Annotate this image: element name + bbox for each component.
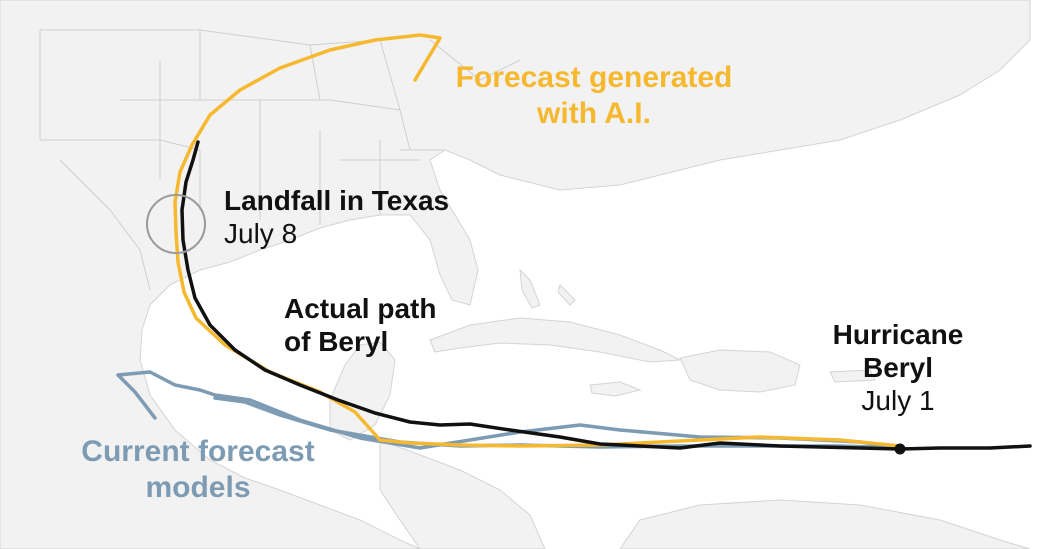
ai-forecast-label-line-2: with A.I. bbox=[537, 97, 651, 130]
hurricane-label-line-1: Hurricane bbox=[832, 319, 964, 350]
hurricane-label-line-2: Beryl bbox=[862, 352, 934, 384]
actual-path-label: Actual path of Beryl bbox=[284, 292, 436, 358]
hispaniola-land bbox=[679, 349, 801, 393]
central-america-land bbox=[379, 439, 546, 549]
current-models-label-line-1: Current forecast bbox=[81, 435, 315, 468]
ai-forecast-label-line-1: Forecast generated bbox=[455, 61, 733, 94]
puerto-rico-land bbox=[829, 369, 876, 383]
hurricane-label-date: July 1 bbox=[861, 385, 935, 417]
bahamas-land-2 bbox=[557, 284, 576, 306]
landfall-label: Landfall in Texas July 8 bbox=[224, 184, 449, 250]
hurricane-beryl-label: Hurricane Beryl July 1 bbox=[810, 318, 986, 417]
ai-forecast-track bbox=[173, 33, 902, 448]
landfall-label-date: July 8 bbox=[224, 218, 298, 250]
hurricane-start-dot bbox=[894, 443, 906, 455]
actual-path-track bbox=[180, 140, 1032, 451]
landfall-label-title: Landfall in Texas bbox=[224, 185, 450, 216]
south-america-land bbox=[619, 499, 1031, 549]
ai-forecast-label: Forecast generated with A.I. bbox=[448, 60, 740, 132]
current-models-label: Current forecast models bbox=[68, 434, 328, 506]
jamaica-land bbox=[589, 381, 642, 397]
basemap-borders bbox=[39, 29, 521, 291]
actual-path-label-line-2: of Beryl bbox=[284, 326, 389, 358]
bahamas-land bbox=[519, 268, 541, 309]
actual-path-label-line-1: Actual path bbox=[284, 293, 437, 324]
current-model-track-1 bbox=[116, 370, 902, 450]
current-models-label-line-2: models bbox=[145, 471, 251, 504]
cuba-land bbox=[429, 317, 682, 363]
landfall-marker-circle bbox=[146, 194, 206, 254]
